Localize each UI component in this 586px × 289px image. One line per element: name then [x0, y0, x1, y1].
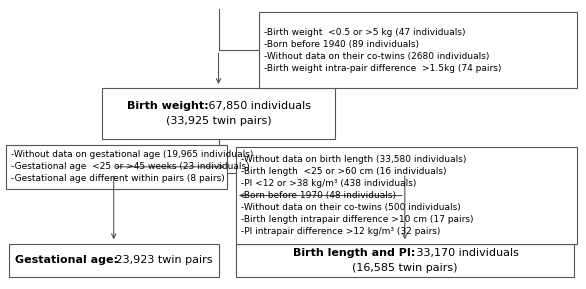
- Text: -Born before 1940 (89 individuals): -Born before 1940 (89 individuals): [264, 40, 419, 49]
- Text: -PI intrapair difference >12 kg/m³ (32 pairs): -PI intrapair difference >12 kg/m³ (32 p…: [241, 227, 440, 236]
- Text: Birth length and PI:: Birth length and PI:: [294, 247, 415, 257]
- Text: (33,925 twin pairs): (33,925 twin pairs): [166, 116, 271, 126]
- Text: -Birth length  <25 or >60 cm (16 individuals): -Birth length <25 or >60 cm (16 individu…: [241, 167, 446, 176]
- Text: Birth weight:: Birth weight:: [127, 101, 209, 111]
- Text: -Gestational age  <25 or >45 weeks (23 individuals): -Gestational age <25 or >45 weeks (23 in…: [11, 162, 249, 171]
- Text: -Birth weight  <0.5 or >5 kg (47 individuals): -Birth weight <0.5 or >5 kg (47 individu…: [264, 28, 465, 37]
- Text: 33,170 individuals: 33,170 individuals: [413, 247, 519, 257]
- Text: -Birth length intrapair difference >10 cm (17 pairs): -Birth length intrapair difference >10 c…: [241, 215, 473, 224]
- Text: 67,850 individuals: 67,850 individuals: [205, 101, 311, 111]
- Text: -Gestational age different within pairs (8 pairs): -Gestational age different within pairs …: [11, 175, 224, 184]
- FancyBboxPatch shape: [236, 244, 574, 277]
- FancyBboxPatch shape: [102, 88, 335, 139]
- Text: -Without data on their co-twins (500 individuals): -Without data on their co-twins (500 ind…: [241, 203, 461, 212]
- FancyBboxPatch shape: [6, 144, 227, 189]
- Text: (16,585 twin pairs): (16,585 twin pairs): [352, 263, 458, 273]
- Text: -Without data on gestational age (19,965 individuals): -Without data on gestational age (19,965…: [11, 150, 253, 159]
- FancyBboxPatch shape: [236, 147, 577, 244]
- Text: -PI <12 or >38 kg/m³ (438 individuals): -PI <12 or >38 kg/m³ (438 individuals): [241, 179, 416, 188]
- Text: -Without data on birth length (33,580 individuals): -Without data on birth length (33,580 in…: [241, 155, 466, 164]
- Text: Gestational age:: Gestational age:: [15, 255, 118, 265]
- FancyBboxPatch shape: [9, 244, 219, 277]
- Text: -Without data on their co-twins (2680 individuals): -Without data on their co-twins (2680 in…: [264, 52, 489, 61]
- FancyBboxPatch shape: [259, 12, 577, 88]
- Text: -Birth weight intra-pair difference  >1.5kg (74 pairs): -Birth weight intra-pair difference >1.5…: [264, 64, 501, 73]
- Text: 23,923 twin pairs: 23,923 twin pairs: [112, 255, 213, 265]
- Text: -Born before 1970 (48 individuals): -Born before 1970 (48 individuals): [241, 191, 396, 200]
